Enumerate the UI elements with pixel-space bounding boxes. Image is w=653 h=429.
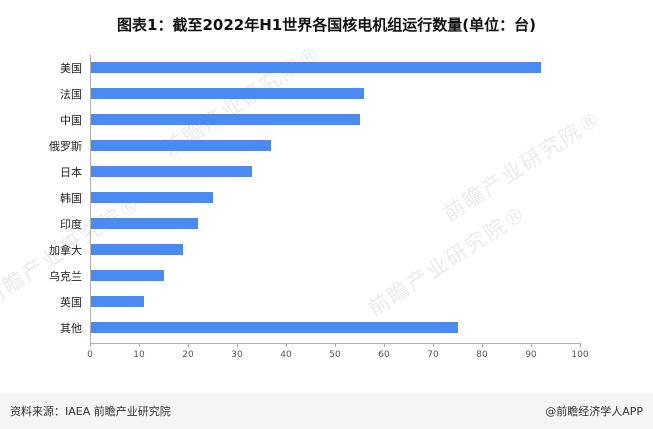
bar-track (90, 237, 580, 263)
bar-track (90, 263, 580, 289)
category-label: 中国 (60, 114, 82, 127)
x-tick-mark (482, 343, 483, 347)
bar-row: 美国 (0, 55, 653, 81)
x-tick-mark (139, 343, 140, 347)
bar-rows: 美国法国中国俄罗斯日本韩国印度加拿大乌克兰英国其他 (0, 55, 653, 341)
category-label: 乌克兰 (49, 270, 82, 283)
category-label: 法国 (60, 88, 82, 101)
bar (90, 62, 541, 73)
bar-row: 印度 (0, 211, 653, 237)
x-tick-label: 90 (525, 350, 537, 360)
bar-track (90, 315, 580, 341)
bar-track (90, 107, 580, 133)
category-label: 其他 (60, 322, 82, 335)
data-source-text: 资料来源：IAEA 前瞻产业研究院 (10, 405, 171, 418)
bar (90, 244, 184, 255)
x-tick-mark (531, 343, 532, 347)
bar-row: 其他 (0, 315, 653, 341)
bar (90, 88, 365, 99)
credit-text: @前瞻经济学人APP (545, 405, 643, 418)
category-label: 印度 (60, 218, 82, 231)
chart-title: 图表1：截至2022年H1世界各国核电机组运行数量(单位：台) (117, 16, 536, 34)
x-tick-mark (286, 343, 287, 347)
bar-row: 加拿大 (0, 237, 653, 263)
x-tick-label: 60 (378, 350, 390, 360)
x-tick-mark (90, 343, 91, 347)
x-tick-mark (433, 343, 434, 347)
x-tick-mark (384, 343, 385, 347)
x-tick-label: 80 (476, 350, 488, 360)
bar-row: 日本 (0, 159, 653, 185)
bar (90, 322, 458, 333)
bar-track (90, 289, 580, 315)
bar-track (90, 185, 580, 211)
bar-row: 法国 (0, 81, 653, 107)
bar (90, 270, 164, 281)
x-tick-label: 100 (571, 350, 589, 360)
category-label: 俄罗斯 (49, 140, 82, 153)
x-axis-ticks: 0 10 20 30 40 50 60 70 80 90 100 (0, 343, 653, 363)
x-tick-label: 0 (87, 350, 93, 360)
bar-row: 俄罗斯 (0, 133, 653, 159)
bar-track (90, 81, 580, 107)
x-tick-mark (237, 343, 238, 347)
bar-track (90, 133, 580, 159)
bar-row: 中国 (0, 107, 653, 133)
bar-row: 韩国 (0, 185, 653, 211)
x-tick-mark (335, 343, 336, 347)
x-tick-label: 30 (231, 350, 243, 360)
bar-chart: 美国法国中国俄罗斯日本韩国印度加拿大乌克兰英国其他 0 10 20 30 40 50 60 7… (0, 55, 653, 360)
bar-track (90, 211, 580, 237)
y-axis-line (90, 55, 91, 343)
bar (90, 114, 360, 125)
bar (90, 296, 144, 307)
bar-row: 英国 (0, 289, 653, 315)
x-tick-label: 50 (329, 350, 341, 360)
bar (90, 192, 213, 203)
category-label: 日本 (60, 166, 82, 179)
bar-track (90, 159, 580, 185)
x-tick-mark (188, 343, 189, 347)
category-label: 韩国 (60, 192, 82, 205)
category-label: 英国 (60, 296, 82, 309)
category-label: 美国 (60, 62, 82, 75)
bar (90, 140, 272, 151)
x-tick-label: 20 (182, 350, 194, 360)
bar (90, 218, 198, 229)
x-tick-label: 10 (133, 350, 145, 360)
bar-track (90, 55, 580, 81)
x-tick-mark (580, 343, 581, 347)
footer: 资料来源：IAEA 前瞻产业研究院 @前瞻经济学人APP (0, 393, 653, 429)
category-label: 加拿大 (49, 244, 82, 257)
bar-row: 乌克兰 (0, 263, 653, 289)
x-tick-label: 70 (427, 350, 439, 360)
bar (90, 166, 252, 177)
x-tick-label: 40 (280, 350, 292, 360)
